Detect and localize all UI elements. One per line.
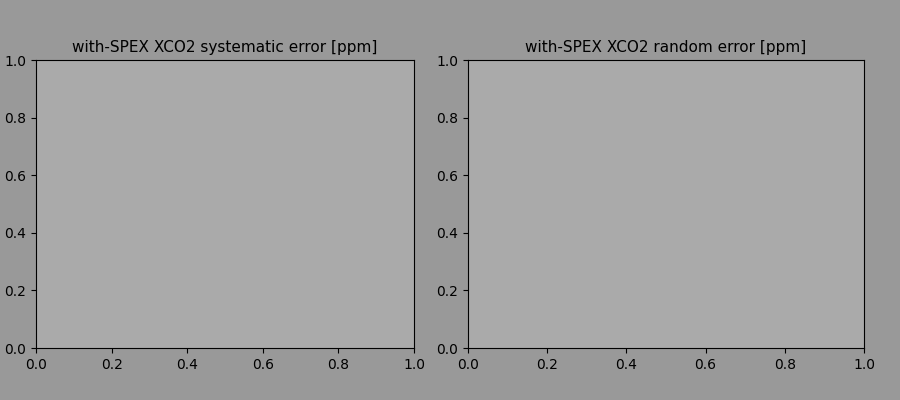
Title: with-SPEX XCO2 systematic error [ppm]: with-SPEX XCO2 systematic error [ppm] xyxy=(72,40,378,55)
Title: with-SPEX XCO2 random error [ppm]: with-SPEX XCO2 random error [ppm] xyxy=(526,40,806,55)
